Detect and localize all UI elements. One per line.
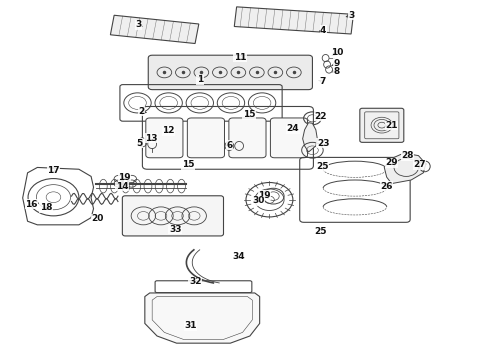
FancyBboxPatch shape	[187, 118, 224, 158]
FancyBboxPatch shape	[360, 108, 404, 142]
Text: 28: 28	[401, 151, 414, 160]
Polygon shape	[384, 153, 426, 184]
Text: 22: 22	[315, 112, 327, 121]
Text: 19: 19	[118, 173, 131, 182]
Text: 4: 4	[320, 26, 326, 35]
Text: 11: 11	[234, 53, 246, 62]
Text: 32: 32	[189, 277, 201, 286]
Text: 34: 34	[233, 252, 245, 261]
Text: 33: 33	[169, 225, 181, 234]
Text: 26: 26	[380, 181, 393, 190]
Text: 13: 13	[145, 134, 157, 143]
Text: 10: 10	[331, 48, 343, 57]
Text: 25: 25	[315, 227, 327, 236]
Text: 14: 14	[116, 182, 128, 191]
Text: 3: 3	[348, 10, 355, 19]
Polygon shape	[145, 293, 260, 343]
Text: 12: 12	[162, 126, 174, 135]
Text: 15: 15	[243, 110, 255, 119]
Text: 19: 19	[258, 190, 271, 199]
Text: 18: 18	[40, 203, 52, 212]
Polygon shape	[110, 15, 199, 44]
FancyBboxPatch shape	[148, 55, 313, 90]
FancyBboxPatch shape	[270, 118, 308, 158]
FancyBboxPatch shape	[229, 118, 266, 158]
Text: 30: 30	[252, 196, 265, 205]
Polygon shape	[234, 7, 353, 34]
Text: 16: 16	[25, 200, 38, 209]
Text: 3: 3	[135, 20, 142, 29]
Text: 21: 21	[385, 121, 398, 130]
FancyBboxPatch shape	[146, 118, 183, 158]
Text: 7: 7	[319, 77, 325, 86]
Text: 9: 9	[334, 59, 340, 68]
Text: 23: 23	[317, 139, 329, 148]
Text: 1: 1	[197, 75, 203, 84]
Text: 24: 24	[287, 124, 299, 133]
Text: 8: 8	[334, 67, 340, 76]
Text: 25: 25	[316, 162, 328, 171]
Text: 6: 6	[226, 141, 232, 150]
Text: 20: 20	[91, 214, 103, 223]
Text: 17: 17	[47, 166, 60, 175]
Text: 31: 31	[184, 321, 196, 330]
Text: 27: 27	[413, 160, 426, 169]
Text: 2: 2	[138, 107, 145, 116]
Text: 29: 29	[385, 158, 398, 167]
Text: 15: 15	[182, 160, 194, 169]
Text: 5: 5	[136, 139, 142, 148]
FancyBboxPatch shape	[122, 196, 223, 236]
Polygon shape	[303, 123, 318, 152]
